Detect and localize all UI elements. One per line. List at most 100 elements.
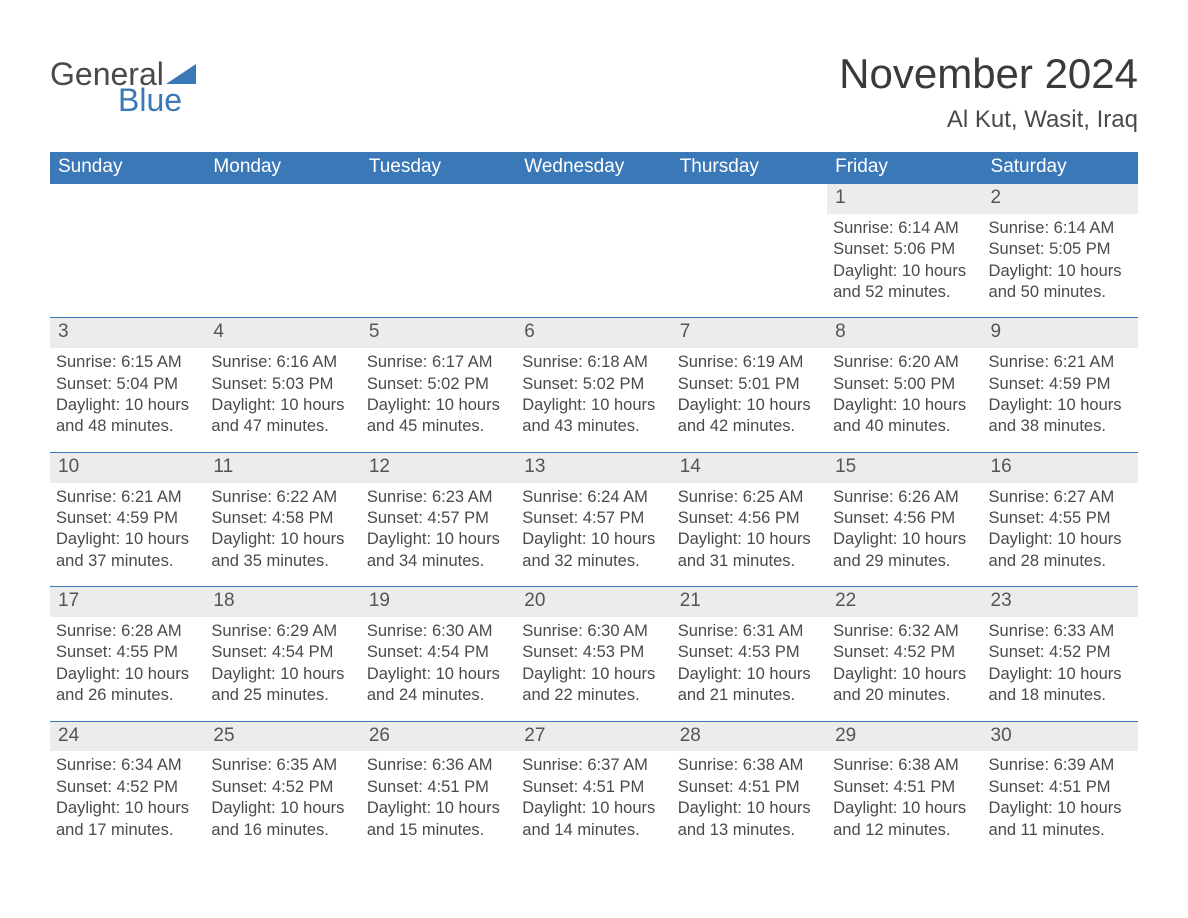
sunrise-line: Sunrise: 6:16 AM <box>211 352 354 373</box>
sunset-line: Sunset: 4:52 PM <box>211 777 354 798</box>
day-number: 1 <box>827 184 982 214</box>
day-number: 30 <box>983 722 1138 752</box>
daylight-line-1: Daylight: 10 hours <box>989 395 1132 416</box>
calendar-week: 24Sunrise: 6:34 AMSunset: 4:52 PMDayligh… <box>50 721 1138 855</box>
sunset-line: Sunset: 4:51 PM <box>678 777 821 798</box>
daylight-line-1: Daylight: 10 hours <box>989 798 1132 819</box>
sunrise-line: Sunrise: 6:28 AM <box>56 621 199 642</box>
sunset-line: Sunset: 4:52 PM <box>989 642 1132 663</box>
calendar-day: 14Sunrise: 6:25 AMSunset: 4:56 PMDayligh… <box>672 453 827 586</box>
weekday-header: Friday <box>827 152 982 184</box>
daylight-line-1: Daylight: 10 hours <box>211 798 354 819</box>
calendar-day: 30Sunrise: 6:39 AMSunset: 4:51 PMDayligh… <box>983 722 1138 855</box>
day-number: 17 <box>50 587 205 617</box>
sunrise-line: Sunrise: 6:36 AM <box>367 755 510 776</box>
weekday-header: Thursday <box>672 152 827 184</box>
day-details: Sunrise: 6:38 AMSunset: 4:51 PMDaylight:… <box>833 755 976 841</box>
daylight-line-2: and 47 minutes. <box>211 416 354 437</box>
header-region: General Blue November 2024 Al Kut, Wasit… <box>50 50 1138 134</box>
sunrise-line: Sunrise: 6:31 AM <box>678 621 821 642</box>
calendar-day: 15Sunrise: 6:26 AMSunset: 4:56 PMDayligh… <box>827 453 982 586</box>
sunrise-line: Sunrise: 6:17 AM <box>367 352 510 373</box>
sunrise-line: Sunrise: 6:27 AM <box>989 487 1132 508</box>
calendar-day: 22Sunrise: 6:32 AMSunset: 4:52 PMDayligh… <box>827 587 982 720</box>
calendar-day: 21Sunrise: 6:31 AMSunset: 4:53 PMDayligh… <box>672 587 827 720</box>
day-number: 22 <box>827 587 982 617</box>
day-details: Sunrise: 6:18 AMSunset: 5:02 PMDaylight:… <box>522 352 665 438</box>
daylight-line-1: Daylight: 10 hours <box>211 529 354 550</box>
sunrise-line: Sunrise: 6:14 AM <box>989 218 1132 239</box>
daylight-line-2: and 50 minutes. <box>989 282 1132 303</box>
calendar-day: 5Sunrise: 6:17 AMSunset: 5:02 PMDaylight… <box>361 318 516 451</box>
sunrise-line: Sunrise: 6:21 AM <box>56 487 199 508</box>
calendar-day <box>50 184 205 317</box>
sunrise-line: Sunrise: 6:23 AM <box>367 487 510 508</box>
day-details: Sunrise: 6:38 AMSunset: 4:51 PMDaylight:… <box>678 755 821 841</box>
heading-block: November 2024 Al Kut, Wasit, Iraq <box>839 50 1138 134</box>
sunset-line: Sunset: 4:52 PM <box>833 642 976 663</box>
calendar-day <box>516 184 671 317</box>
day-details: Sunrise: 6:37 AMSunset: 4:51 PMDaylight:… <box>522 755 665 841</box>
sunset-line: Sunset: 4:51 PM <box>367 777 510 798</box>
daylight-line-2: and 16 minutes. <box>211 820 354 841</box>
daylight-line-2: and 37 minutes. <box>56 551 199 572</box>
sunrise-line: Sunrise: 6:26 AM <box>833 487 976 508</box>
calendar-day: 13Sunrise: 6:24 AMSunset: 4:57 PMDayligh… <box>516 453 671 586</box>
day-details: Sunrise: 6:30 AMSunset: 4:53 PMDaylight:… <box>522 621 665 707</box>
day-number: 12 <box>361 453 516 483</box>
daylight-line-2: and 15 minutes. <box>367 820 510 841</box>
sunset-line: Sunset: 4:56 PM <box>833 508 976 529</box>
day-number: 21 <box>672 587 827 617</box>
location-subtitle: Al Kut, Wasit, Iraq <box>839 106 1138 134</box>
daylight-line-1: Daylight: 10 hours <box>367 798 510 819</box>
day-number: 7 <box>672 318 827 348</box>
day-details: Sunrise: 6:21 AMSunset: 4:59 PMDaylight:… <box>56 487 199 573</box>
day-details: Sunrise: 6:21 AMSunset: 4:59 PMDaylight:… <box>989 352 1132 438</box>
day-number: 23 <box>983 587 1138 617</box>
daylight-line-2: and 18 minutes. <box>989 685 1132 706</box>
sunrise-line: Sunrise: 6:35 AM <box>211 755 354 776</box>
calendar: SundayMondayTuesdayWednesdayThursdayFrid… <box>50 152 1138 855</box>
day-number: 28 <box>672 722 827 752</box>
calendar-day: 20 Sunrise: 6:30 AMSunset: 4:53 PMDayligh… <box>516 587 671 720</box>
day-number: 27 <box>516 722 671 752</box>
day-number: 20 <box>516 587 671 617</box>
weekday-header: Wednesday <box>516 152 671 184</box>
calendar-day: 28Sunrise: 6:38 AMSunset: 4:51 PMDayligh… <box>672 722 827 855</box>
day-details: Sunrise: 6:19 AMSunset: 5:01 PMDaylight:… <box>678 352 821 438</box>
sunset-line: Sunset: 4:53 PM <box>678 642 821 663</box>
day-details: Sunrise: 6:27 AMSunset: 4:55 PMDaylight:… <box>989 487 1132 573</box>
sunset-line: Sunset: 5:04 PM <box>56 374 199 395</box>
daylight-line-2: and 31 minutes. <box>678 551 821 572</box>
sunset-line: Sunset: 4:56 PM <box>678 508 821 529</box>
day-number: 29 <box>827 722 982 752</box>
daylight-line-2: and 12 minutes. <box>833 820 976 841</box>
calendar-day: 9 Sunrise: 6:21 AMSunset: 4:59 PMDaylight… <box>983 318 1138 451</box>
daylight-line-2: and 52 minutes. <box>833 282 976 303</box>
day-details: Sunrise: 6:15 AMSunset: 5:04 PMDaylight:… <box>56 352 199 438</box>
calendar-week: 3Sunrise: 6:15 AMSunset: 5:04 PMDaylight… <box>50 317 1138 451</box>
calendar-week: 1Sunrise: 6:14 AMSunset: 5:06 PMDaylight… <box>50 184 1138 317</box>
sunset-line: Sunset: 4:51 PM <box>989 777 1132 798</box>
daylight-line-1: Daylight: 10 hours <box>367 529 510 550</box>
day-details: Sunrise: 6:36 AMSunset: 4:51 PMDaylight:… <box>367 755 510 841</box>
day-details: Sunrise: 6:33 AMSunset: 4:52 PMDaylight:… <box>989 621 1132 707</box>
calendar-day: 18Sunrise: 6:29 AMSunset: 4:54 PMDayligh… <box>205 587 360 720</box>
calendar-day: 1Sunrise: 6:14 AMSunset: 5:06 PMDaylight… <box>827 184 982 317</box>
daylight-line-2: and 32 minutes. <box>522 551 665 572</box>
day-number: 11 <box>205 453 360 483</box>
daylight-line-1: Daylight: 10 hours <box>522 395 665 416</box>
day-number: 10 <box>50 453 205 483</box>
daylight-line-1: Daylight: 10 hours <box>211 664 354 685</box>
calendar-day: 27Sunrise: 6:37 AMSunset: 4:51 PMDayligh… <box>516 722 671 855</box>
sunset-line: Sunset: 5:01 PM <box>678 374 821 395</box>
day-number: 9 <box>983 318 1138 348</box>
calendar-day <box>672 184 827 317</box>
calendar-day: 26Sunrise: 6:36 AMSunset: 4:51 PMDayligh… <box>361 722 516 855</box>
daylight-line-2: and 13 minutes. <box>678 820 821 841</box>
weekday-header: Sunday <box>50 152 205 184</box>
sunrise-line: Sunrise: 6:38 AM <box>833 755 976 776</box>
daylight-line-1: Daylight: 10 hours <box>522 798 665 819</box>
daylight-line-1: Daylight: 10 hours <box>833 261 976 282</box>
sunrise-line: Sunrise: 6:34 AM <box>56 755 199 776</box>
